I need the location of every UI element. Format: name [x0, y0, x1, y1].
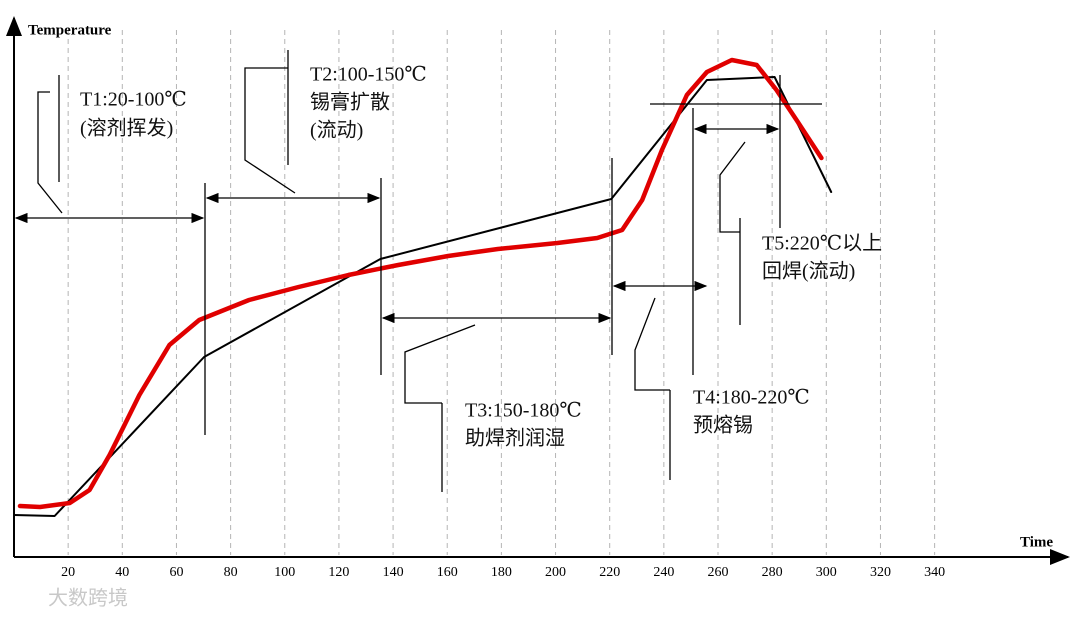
- annotation: 回焊(流动): [762, 260, 855, 283]
- x-tick-label: 240: [653, 565, 674, 580]
- x-tick-label: 160: [437, 565, 458, 580]
- annotation: T1:20-100℃: [80, 89, 187, 111]
- x-tick-label: 220: [599, 565, 620, 580]
- annotation: T5:220℃以上: [762, 232, 882, 255]
- x-tick-label: 60: [169, 565, 183, 580]
- annotation: (流动): [310, 119, 363, 142]
- x-tick-label: 340: [924, 565, 945, 580]
- x-tick-label: 80: [224, 565, 238, 580]
- plot-area: [13, 57, 833, 517]
- x-tick-label: 40: [115, 565, 129, 580]
- annotations: T1:20-100℃ (溶剂挥发) T2:100-150℃ 锡膏扩散 (流动) …: [80, 64, 882, 450]
- x-tick-label: 320: [870, 565, 891, 580]
- annotation: T3:150-180℃: [465, 400, 582, 422]
- watermark: 大数跨境: [48, 586, 128, 610]
- series-line: [13, 76, 833, 517]
- series-line: [17, 57, 824, 510]
- annotation: 锡膏扩散: [310, 91, 390, 114]
- grid: [67, 30, 936, 555]
- x-axis-label: Time: [1020, 534, 1053, 550]
- x-tick-label: 280: [762, 565, 783, 580]
- x-tick-label: 120: [328, 565, 349, 580]
- y-axis-label: Temperature: [28, 22, 112, 38]
- phase-markers: [14, 50, 822, 492]
- x-tick-label: 20: [61, 565, 75, 580]
- x-tick-label: 300: [816, 565, 837, 580]
- annotation: 预熔锡: [693, 414, 753, 437]
- x-tick-label: 260: [708, 565, 729, 580]
- annotation: T2:100-150℃: [310, 64, 427, 86]
- annotation: T4:180-220℃: [693, 387, 810, 409]
- x-tick-label: 100: [274, 565, 295, 580]
- x-tick-label: 140: [383, 565, 404, 580]
- x-tick-label: 200: [545, 565, 566, 580]
- x-tick-label: 180: [491, 565, 512, 580]
- annotation: 助焊剂润湿: [465, 427, 565, 450]
- annotation: (溶剂挥发): [80, 117, 173, 140]
